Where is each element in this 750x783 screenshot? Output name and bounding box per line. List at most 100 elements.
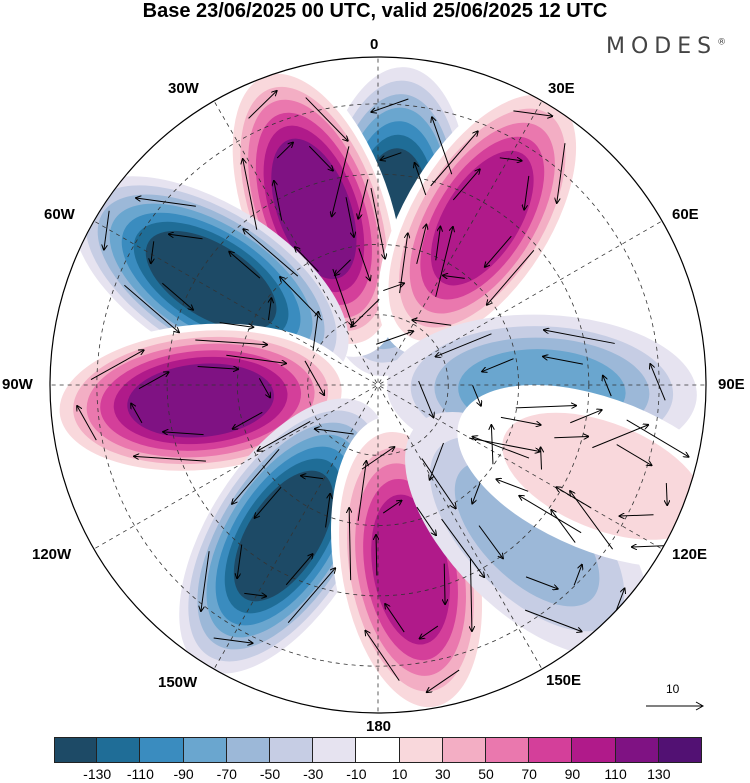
colorbar-tick-label: 50 [478, 766, 494, 782]
wind-arrow [312, 312, 318, 351]
wind-arrow [301, 476, 324, 479]
wind-arrow [248, 91, 277, 119]
colorbar-tick-label: -130 [83, 766, 112, 782]
wind-arrow [427, 669, 460, 692]
wind-arrow [452, 169, 479, 201]
wind-arrow [276, 143, 293, 159]
wind-arrow [258, 377, 270, 397]
lon-label-90e: 90E [718, 376, 745, 393]
wind-arrow [399, 233, 408, 294]
wind-arrow [243, 229, 299, 277]
wind-arrow [416, 225, 427, 265]
wind-arrow [650, 364, 666, 401]
wind-arrow [485, 235, 512, 267]
colorbar-tick-label: -10 [346, 766, 367, 782]
colorbar-swatch [658, 737, 703, 763]
wind-arrow [524, 175, 530, 210]
wind-arrow [255, 486, 282, 518]
wind-arrow [385, 604, 405, 633]
colorbar-tick-label: 70 [521, 766, 537, 782]
wind-arrow [472, 482, 481, 504]
wind-arrow [213, 637, 253, 643]
colorbar-swatch [270, 737, 314, 763]
colorbar-tick-label: 130 [647, 766, 671, 782]
wind-arrow [443, 275, 465, 278]
wind-arrow [412, 320, 452, 326]
wind-arrow [499, 158, 522, 161]
colorbar-swatch [97, 737, 141, 763]
wind-arrow [543, 357, 583, 365]
reference-vector: 10 [640, 682, 710, 722]
colorbar-swatch [226, 737, 271, 763]
wind-arrow [420, 625, 439, 638]
wind-arrow [237, 544, 243, 579]
anomaly-contour [127, 363, 274, 438]
wind-arrow [421, 458, 456, 509]
anomaly-contour [271, 138, 357, 280]
colorbar-tick-label: -90 [173, 766, 194, 782]
wind-arrow [487, 249, 535, 304]
meridian-line [213, 100, 378, 384]
wind-arrow [233, 411, 263, 429]
wind-arrow [124, 284, 178, 332]
polar-map [49, 56, 707, 714]
wind-arrow [349, 508, 351, 581]
wind-arrow [430, 131, 478, 187]
wind-arrow [444, 563, 445, 604]
wind-arrow [435, 227, 441, 261]
meridian-line [213, 386, 378, 670]
wind-arrow [470, 559, 472, 631]
wind-arrow [376, 331, 413, 345]
graticule-layer [50, 57, 706, 713]
wind-arrow [232, 448, 280, 503]
wind-arrow [358, 248, 370, 280]
wind-arrow [134, 456, 206, 462]
lon-label-120w: 120W [32, 546, 72, 563]
wind-arrow [304, 360, 324, 395]
wind-arrow [525, 609, 581, 631]
wind-arrow [244, 593, 266, 596]
anomaly-contour [502, 412, 706, 540]
colorbar-swatch [54, 737, 98, 763]
colorbar-swatch [615, 737, 659, 763]
wind-arrow [482, 358, 514, 372]
colorbar-tick-label: -70 [216, 766, 237, 782]
lon-label-90w: 90W [2, 376, 33, 393]
wind-arrow [557, 143, 566, 203]
wind-arrow [305, 97, 348, 141]
meridian-line [379, 220, 663, 385]
wind-arrow [620, 515, 654, 516]
wind-arrow [436, 333, 492, 357]
wind-arrow [551, 510, 576, 543]
wind-arrow [556, 487, 592, 509]
anomaly-contour [233, 470, 334, 602]
lon-label-150w: 150W [158, 674, 198, 691]
map-border [49, 56, 707, 714]
wind-arrow [478, 525, 503, 559]
colorbar-swatch [399, 737, 443, 763]
colorbar-swatch [313, 737, 357, 763]
reference-vector-label: 10 [666, 682, 680, 696]
wind-arrow [219, 322, 254, 328]
wind-arrow [268, 298, 271, 321]
colorbar-tick-label: -50 [259, 766, 281, 782]
wind-arrow [473, 437, 530, 459]
wind-arrow [491, 425, 493, 465]
wind-arrow [351, 299, 380, 326]
wind-arrow [371, 98, 409, 112]
wind-arrow [138, 372, 169, 390]
wind-arrow [325, 494, 331, 528]
wind-arrow [415, 163, 427, 196]
wind-arrow [603, 376, 612, 397]
wind-arrow [666, 483, 667, 505]
wind-arrow [258, 421, 311, 450]
wind-arrow [295, 247, 319, 272]
colorbar-swatch [140, 737, 184, 763]
wind-arrow [496, 479, 529, 492]
wind-arrow [285, 554, 312, 586]
colorbar-swatch [356, 737, 400, 763]
colorbar-swatch [572, 737, 616, 763]
wind-arrow [358, 179, 369, 218]
wind-arrow [195, 339, 267, 345]
wind-arrow [544, 330, 615, 344]
